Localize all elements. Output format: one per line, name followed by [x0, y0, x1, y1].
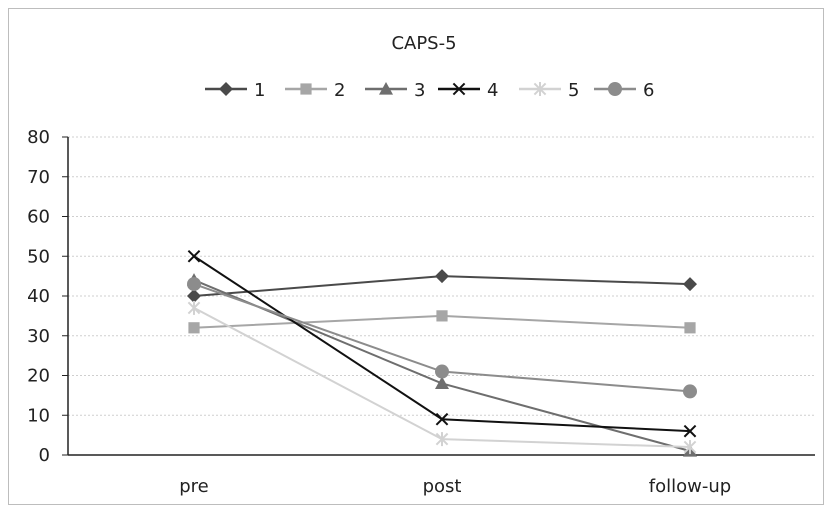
legend-label: 2: [334, 80, 345, 101]
y-tick-label: 30: [27, 326, 50, 347]
legend-item: 6: [594, 80, 654, 101]
legend-label: 1: [254, 80, 265, 101]
y-tick-label: 0: [39, 445, 50, 466]
legend-marker: [379, 82, 393, 95]
legend-item: 4: [438, 80, 498, 101]
data-point: [187, 277, 201, 292]
legend-item: 3: [365, 80, 425, 101]
x-tick-label: pre: [179, 476, 209, 497]
data-point: [683, 384, 697, 399]
y-tick-label: 40: [27, 286, 50, 307]
series-group: [187, 249, 697, 457]
x-axis-ticks: pre post follow-up: [179, 476, 731, 497]
data-point: [435, 432, 449, 447]
legend-marker: [608, 82, 622, 96]
series-4: [187, 249, 697, 438]
chart-title: CAPS-5: [391, 33, 456, 54]
legend-marker: [219, 82, 233, 96]
data-point: [188, 322, 200, 334]
legend-item: 2: [285, 80, 345, 101]
legend-label: 3: [414, 80, 425, 101]
data-point: [435, 364, 449, 379]
y-tick-label: 70: [27, 167, 50, 188]
legend-item: 5: [519, 80, 579, 101]
legend-marker: [452, 82, 466, 96]
series-1: [187, 269, 697, 303]
legend-label: 6: [643, 80, 654, 101]
data-point: [684, 322, 696, 334]
x-tick-label: post: [423, 476, 462, 497]
data-point: [435, 376, 449, 390]
data-point: [187, 249, 201, 263]
data-point: [683, 277, 697, 292]
data-point: [683, 440, 697, 455]
y-tick-label: 20: [27, 366, 50, 387]
series-6: [187, 277, 697, 399]
legend-marker: [300, 83, 312, 95]
legend-item: 1: [205, 80, 265, 101]
y-tick-label: 60: [27, 207, 50, 228]
legend: 1 2 3 4 5 6: [205, 80, 654, 101]
legend-label: 5: [568, 80, 579, 101]
series-2: [188, 310, 696, 334]
series-5: [187, 300, 697, 455]
x-tick-label: follow-up: [649, 476, 731, 497]
legend-marker: [533, 82, 547, 96]
y-tick-label: 10: [27, 405, 50, 426]
data-point: [683, 424, 697, 438]
data-point: [436, 310, 448, 322]
data-point: [187, 289, 201, 303]
data-point: [435, 269, 449, 284]
data-point: [435, 412, 449, 426]
y-tick-label: 50: [27, 246, 50, 267]
y-tick-label: 80: [27, 127, 50, 148]
data-point: [187, 300, 201, 315]
legend-label: 4: [487, 80, 498, 101]
y-axis-ticks: 0 10 20 30 40 50 60 70 80: [27, 127, 68, 466]
